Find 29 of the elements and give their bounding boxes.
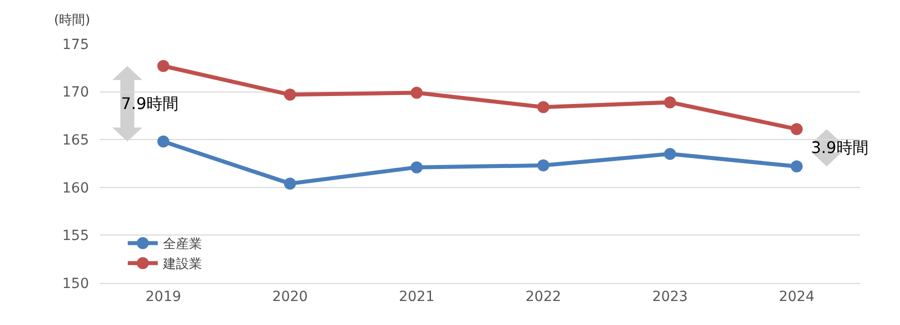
point	[157, 60, 170, 72]
point	[284, 88, 296, 101]
annotation: 3.9時間	[811, 138, 868, 157]
y-tick-label: 165	[62, 132, 89, 148]
point	[157, 136, 170, 148]
point	[790, 160, 803, 172]
point	[537, 159, 550, 172]
point	[537, 101, 550, 114]
point	[664, 148, 676, 160]
point	[410, 161, 423, 174]
x-tick-label: 2022	[526, 288, 562, 305]
point	[410, 86, 423, 99]
point	[790, 123, 803, 136]
x-tick-label: 2023	[652, 288, 688, 305]
x-tick-label: 2020	[272, 288, 308, 305]
y-tick-label: 170	[62, 84, 89, 101]
point	[284, 178, 296, 190]
x-tick-label: 2019	[146, 288, 182, 305]
annotation: 7.9時間	[121, 94, 178, 113]
y-tick-label: 160	[62, 180, 89, 196]
y-tick-label: 155	[62, 228, 89, 244]
x-tick-label: 2021	[398, 288, 434, 305]
x-tick-label: 2024	[778, 288, 815, 305]
point	[664, 96, 676, 108]
y-tick-label: 150	[62, 276, 89, 292]
legend-label: 建設業	[162, 257, 202, 272]
legend-label: 全産業	[162, 236, 202, 252]
y-tick-label: 175	[62, 36, 89, 53]
y-axis-title: (時間)	[54, 13, 90, 28]
